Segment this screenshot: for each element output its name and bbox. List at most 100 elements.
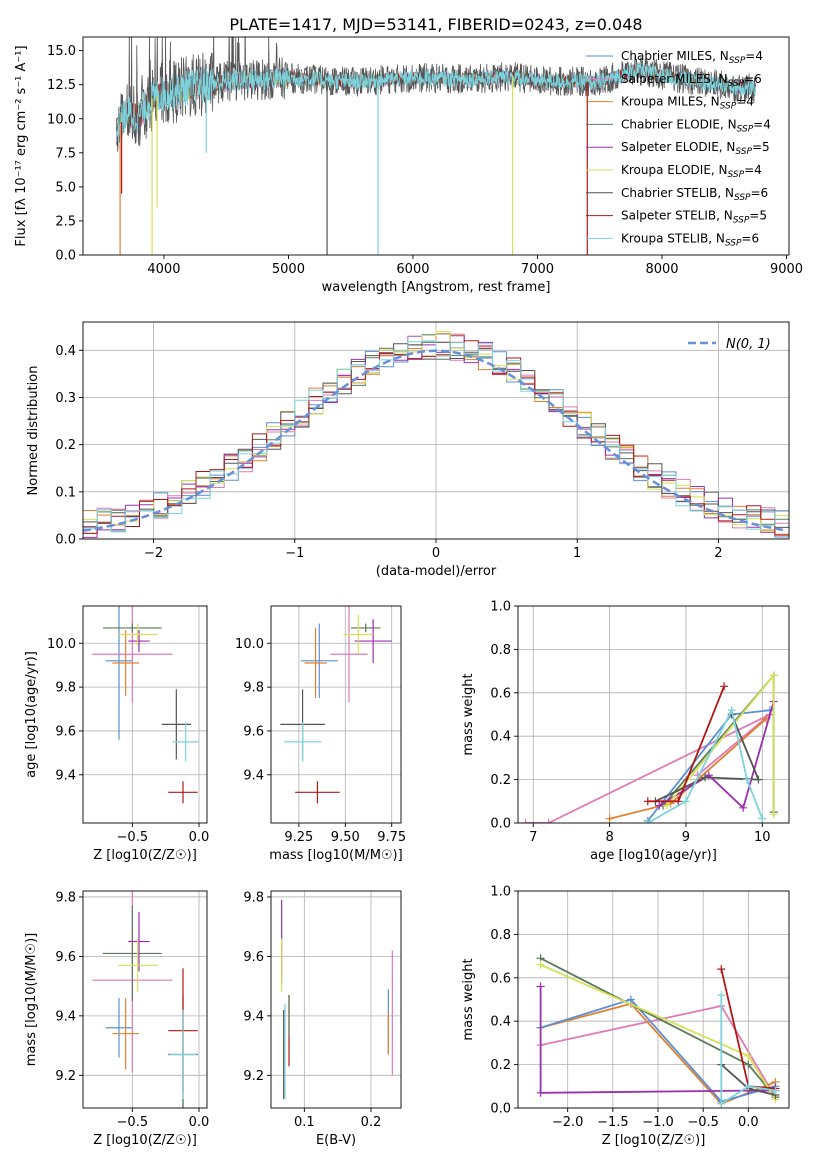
y-axis-label: mass weight bbox=[461, 958, 476, 1040]
y-tick-label: 0.2 bbox=[490, 773, 511, 788]
plot-area bbox=[83, 331, 789, 538]
axes-frame bbox=[82, 890, 208, 1109]
x-axis-label: Z [log10(Z/Z☉)] bbox=[93, 848, 197, 863]
x-tick-label: −1.5 bbox=[597, 1115, 629, 1130]
y-tick-label: 0.8 bbox=[490, 643, 511, 658]
panel-age_weights: 7 8 9 10 0.0 0.2 0.4 0.6 0.8 1.0 age [log10(age/yr… bbox=[461, 600, 790, 863]
weight-marker bbox=[771, 1086, 780, 1095]
y-axis-label: mass [log10(M/M☉)] bbox=[24, 933, 39, 1066]
y-tick-label: 9.8 bbox=[55, 890, 76, 905]
x-tick-label: 6000 bbox=[396, 262, 429, 277]
y-tick-label: 9.2 bbox=[55, 1069, 76, 1084]
y-tick-label: 9.4 bbox=[243, 768, 264, 783]
x-axis-label: Z [log10(Z/Z☉)] bbox=[93, 1133, 197, 1148]
weight-marker bbox=[681, 797, 690, 806]
weight-marker bbox=[739, 803, 748, 812]
weight-marker bbox=[521, 819, 530, 823]
x-tick-label: 0.0 bbox=[738, 1115, 759, 1130]
weight-marker bbox=[720, 682, 729, 691]
y-tick-label: 9.2 bbox=[243, 1069, 264, 1084]
y-tick-label: 9.4 bbox=[55, 768, 76, 783]
x-axis-label: age [log10(age/yr)] bbox=[590, 848, 717, 863]
axes-frame bbox=[82, 321, 790, 540]
y-axis-label: Normed distribution bbox=[26, 366, 41, 496]
gridlines bbox=[271, 891, 401, 1108]
x-tick-label: 1 bbox=[573, 546, 581, 561]
weight-marker bbox=[744, 1060, 753, 1069]
y-tick-label: 10.0 bbox=[235, 637, 264, 652]
weight-marker bbox=[544, 819, 553, 823]
figure-title: PLATE=1417, MJD=53141, FIBERID=0243, z=0… bbox=[229, 15, 642, 34]
x-tick-label: −0.5 bbox=[687, 1115, 719, 1130]
x-tick-label: 0 bbox=[432, 546, 440, 561]
weight-line-salpeter_miles bbox=[525, 713, 771, 823]
y-tick-label: 12.5 bbox=[47, 78, 76, 93]
x-tick-label: 8000 bbox=[645, 262, 678, 277]
weight-marker bbox=[758, 814, 767, 823]
y-tick-label: 5.0 bbox=[55, 180, 76, 195]
weight-marker bbox=[536, 982, 545, 991]
weight-marker bbox=[605, 814, 614, 823]
gridlines bbox=[83, 891, 207, 1108]
x-tick-label: 0.0 bbox=[189, 830, 210, 845]
x-tick-label: −0.5 bbox=[117, 1115, 149, 1130]
y-tick-label: 2.5 bbox=[55, 214, 76, 229]
panel-mass_vs_EBV: 0.1 0.2 9.2 9.4 9.6 9.8 E(B-V) bbox=[243, 890, 402, 1148]
y-tick-label: 0.0 bbox=[490, 817, 511, 832]
weight-marker bbox=[744, 1051, 753, 1060]
plot-area bbox=[116, 37, 756, 255]
y-tick-label: 0.2 bbox=[490, 1058, 511, 1073]
x-axis-label: E(B-V) bbox=[316, 1133, 356, 1148]
x-tick-label: 9000 bbox=[770, 262, 803, 277]
gaussian-curve bbox=[83, 349, 787, 532]
y-tick-label: 1.0 bbox=[490, 885, 511, 900]
plot-area bbox=[280, 606, 392, 804]
panel-Z_weights: −2.0 −1.5 −1.0 −0.5 0.0 0.0 0.2 0.4 0.6 0.8 1.0 Z [… bbox=[461, 885, 790, 1148]
weight-line-salpeter_elodie bbox=[658, 701, 775, 810]
y-tick-label: 9.4 bbox=[55, 1009, 76, 1024]
x-tick-label: −2 bbox=[144, 546, 163, 561]
x-axis-label: (data-model)/error bbox=[376, 564, 497, 579]
histogram-kroupa_stelib bbox=[83, 340, 789, 533]
legend-entry: Kroupa MILES, NSSP=4 bbox=[621, 95, 754, 112]
weight-marker bbox=[655, 801, 664, 810]
gridlines bbox=[271, 606, 401, 823]
spectrum-line-kroupa_stelib bbox=[116, 62, 756, 146]
y-tick-label: 9.6 bbox=[243, 950, 264, 965]
x-tick-label: 7 bbox=[529, 830, 537, 845]
y-tick-label: 9.6 bbox=[55, 724, 76, 739]
weight-marker bbox=[643, 797, 652, 806]
x-tick-label: 0.0 bbox=[189, 1115, 210, 1130]
axes-frame bbox=[517, 890, 790, 1109]
legend-entry: Kroupa STELIB, NSSP=6 bbox=[621, 231, 759, 248]
x-tick-label: 5000 bbox=[272, 262, 305, 277]
weight-marker bbox=[727, 706, 736, 715]
x-tick-label: 2 bbox=[714, 546, 722, 561]
legend-entry: Kroupa ELODIE, NSSP=4 bbox=[621, 163, 762, 180]
legend-entry: Chabrier STELIB, NSSP=6 bbox=[621, 186, 768, 203]
x-tick-label: −1.0 bbox=[642, 1115, 674, 1130]
weight-marker bbox=[662, 801, 671, 810]
gridlines bbox=[518, 890, 789, 1109]
x-tick-label: 9.50 bbox=[331, 830, 360, 845]
axes-frame bbox=[270, 605, 402, 824]
legend-entry: Chabrier ELODIE, NSSP=4 bbox=[621, 117, 771, 134]
weight-marker bbox=[744, 1082, 753, 1091]
x-tick-label: 7000 bbox=[521, 262, 554, 277]
legend-entry: Salpeter STELIB, NSSP=5 bbox=[621, 209, 767, 226]
weight-marker bbox=[717, 965, 726, 974]
weight-marker bbox=[626, 995, 635, 1004]
axes-frame bbox=[82, 36, 790, 256]
axes-frame bbox=[517, 605, 790, 824]
weight-marker bbox=[754, 775, 763, 784]
y-tick-label: 0.6 bbox=[490, 971, 511, 986]
weight-marker bbox=[717, 1099, 726, 1108]
axes-frame bbox=[82, 605, 208, 824]
panel-residuals: −2 −1 0 1 2 0.0 0.1 0.2 0.3 0.4 (data-model)/error… bbox=[26, 321, 790, 579]
y-tick-label: 0.4 bbox=[55, 344, 76, 359]
weight-marker bbox=[536, 960, 545, 969]
plot-area bbox=[92, 891, 198, 1108]
x-tick-label: 0.2 bbox=[361, 1115, 382, 1130]
y-tick-label: 0.4 bbox=[490, 730, 511, 745]
weight-marker bbox=[769, 671, 778, 680]
